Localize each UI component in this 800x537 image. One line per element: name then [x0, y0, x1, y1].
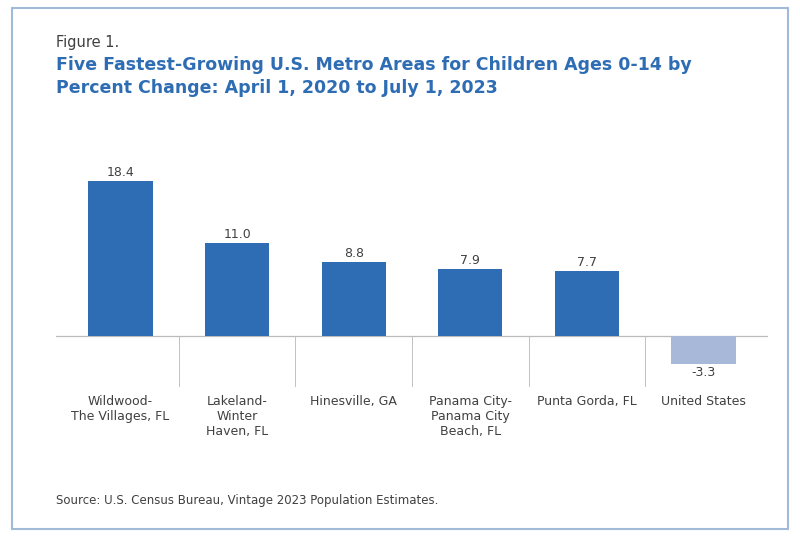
Text: 7.9: 7.9 — [460, 254, 480, 267]
Text: 7.7: 7.7 — [577, 256, 597, 269]
Text: 11.0: 11.0 — [223, 228, 251, 241]
Bar — [322, 262, 386, 336]
Text: -3.3: -3.3 — [691, 366, 716, 379]
Bar — [438, 270, 502, 336]
Bar — [671, 336, 736, 364]
Text: Figure 1.: Figure 1. — [56, 35, 119, 50]
Text: Five Fastest-Growing U.S. Metro Areas for Children Ages 0-14 by
Percent Change: : Five Fastest-Growing U.S. Metro Areas fo… — [56, 56, 692, 97]
Bar — [88, 181, 153, 336]
Text: Source: U.S. Census Bureau, Vintage 2023 Population Estimates.: Source: U.S. Census Bureau, Vintage 2023… — [56, 495, 438, 507]
Bar — [205, 243, 269, 336]
Text: 18.4: 18.4 — [106, 165, 134, 179]
Bar — [555, 271, 619, 336]
Text: 8.8: 8.8 — [344, 246, 364, 260]
